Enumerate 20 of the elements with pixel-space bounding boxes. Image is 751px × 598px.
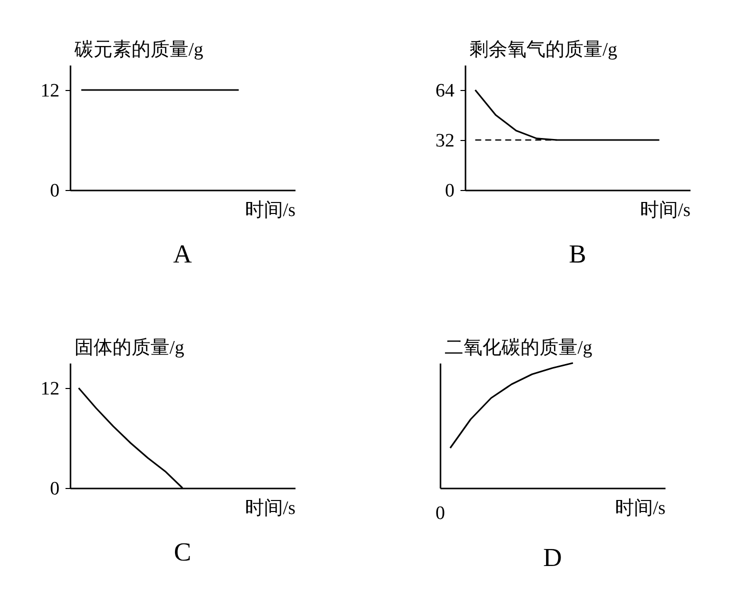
y-tick-label: 32	[436, 130, 454, 152]
x-axis-title: 时间/s	[640, 200, 690, 221]
y-axis-title: 剩余氧气的质量/g	[470, 40, 618, 60]
y-tick-label: 0	[50, 478, 60, 500]
line-series	[474, 89, 660, 141]
y-tick-label: 12	[40, 80, 60, 102]
text: D	[543, 543, 562, 572]
y-tick-label: 0	[50, 180, 60, 202]
y-tick-label: 12	[40, 378, 60, 400]
y-axis-title: 二氧化碳的质量/g	[444, 338, 593, 358]
y-axis-title: 碳元素的质量/g	[74, 40, 204, 60]
y-tick-label: 0	[445, 180, 454, 202]
text: C	[174, 538, 192, 566]
text: B	[568, 240, 586, 268]
x-axis-title: 时间/s	[244, 200, 296, 221]
x-axis-title: 时间/s	[614, 498, 666, 519]
y-axis-title: 固体的质量/g	[74, 338, 185, 358]
text: A	[173, 240, 192, 268]
x-axis-title: 时间/s	[244, 498, 296, 519]
y-tick-label: 64	[436, 80, 455, 102]
